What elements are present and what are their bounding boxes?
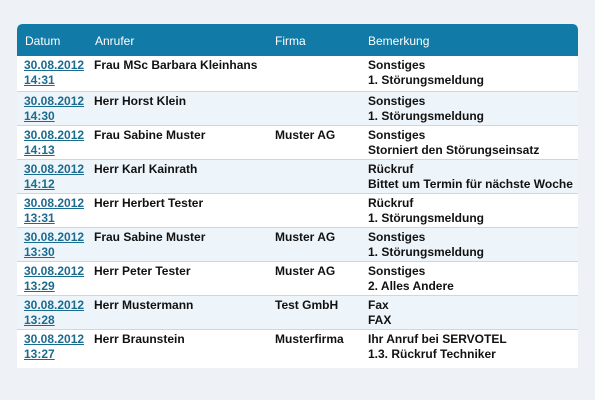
note-category: Ihr Anruf bei SERVOTEL xyxy=(368,332,507,346)
firm-cell: Muster AG xyxy=(275,230,336,244)
note-category: Fax xyxy=(368,298,389,312)
date-link[interactable]: 30.08.2012 xyxy=(24,196,85,210)
date-link[interactable]: 30.08.2012 xyxy=(24,58,85,72)
date-cell: 30.08.2012 14:13 xyxy=(24,128,84,158)
table-row: 30.08.2012 13:28 Herr Mustermann Test GmbH F… xyxy=(17,295,578,329)
time-link[interactable]: 13:27 xyxy=(24,347,55,361)
date-cell: 30.08.2012 13:28 xyxy=(24,298,84,328)
note-cell: Rückruf 1. Störungsmeldung xyxy=(368,196,484,226)
caller-cell: Herr Karl Kainrath xyxy=(94,162,198,176)
caller-cell: Herr Braunstein xyxy=(94,332,185,346)
note-category: Sonstiges xyxy=(368,128,426,142)
note-cell: Sonstiges Storniert den Störungseinsatz xyxy=(368,128,539,158)
note-detail: 2. Alles Andere xyxy=(368,279,454,293)
note-cell: Sonstiges 1. Störungsmeldung xyxy=(368,230,484,260)
note-cell: Sonstiges 1. Störungsmeldung xyxy=(368,94,484,124)
note-cell: Sonstiges 1. Störungsmeldung xyxy=(368,58,484,88)
time-link[interactable]: 13:29 xyxy=(24,279,55,293)
call-log-table: Datum Anrufer Firma Bemerkung 30.08.2012… xyxy=(17,24,578,368)
table-row: 30.08.2012 14:30 Herr Horst Klein Sonstiges… xyxy=(17,91,578,125)
date-cell: 30.08.2012 13:30 xyxy=(24,230,84,260)
date-cell: 30.08.2012 14:12 xyxy=(24,162,84,192)
date-link[interactable]: 30.08.2012 xyxy=(24,332,85,346)
table-row: 30.08.2012 13:27 Herr Braunstein Musterfirm… xyxy=(17,329,578,363)
date-cell: 30.08.2012 13:27 xyxy=(24,332,84,362)
date-link[interactable]: 30.08.2012 xyxy=(24,230,85,244)
note-detail: FAX xyxy=(368,313,392,327)
time-link[interactable]: 14:30 xyxy=(24,109,55,123)
caller-cell: Herr Peter Tester xyxy=(94,264,191,278)
date-cell: 30.08.2012 13:29 xyxy=(24,264,84,294)
note-detail: 1. Störungsmeldung xyxy=(368,211,485,225)
time-link[interactable]: 13:31 xyxy=(24,211,55,225)
table-row: 30.08.2012 13:31 Herr Herbert Tester Rückru… xyxy=(17,193,578,227)
header-firma: Firma xyxy=(275,34,306,48)
date-link[interactable]: 30.08.2012 xyxy=(24,264,85,278)
note-detail: Bittet um Termin für nächste Woche xyxy=(368,177,573,191)
date-link[interactable]: 30.08.2012 xyxy=(24,128,85,142)
firm-cell: Muster AG xyxy=(275,264,336,278)
date-link[interactable]: 30.08.2012 xyxy=(24,162,85,176)
note-detail: Storniert den Störungseinsatz xyxy=(368,143,540,157)
note-category: Sonstiges xyxy=(368,58,426,72)
header-anrufer: Anrufer xyxy=(95,34,135,48)
table-body: 30.08.2012 14:31 Frau MSc Barbara Kleinhan… xyxy=(17,56,578,363)
caller-cell: Herr Herbert Tester xyxy=(94,196,204,210)
note-cell: Rückruf Bittet um Termin für nächste Woch… xyxy=(368,162,573,192)
note-detail: 1.3. Rückruf Techniker xyxy=(368,347,496,361)
header-datum: Datum xyxy=(25,34,61,48)
time-link[interactable]: 14:13 xyxy=(24,143,55,157)
table-row: 30.08.2012 14:13 Frau Sabine Muster Muster … xyxy=(17,125,578,159)
caller-cell: Frau MSc Barbara Kleinhans xyxy=(94,58,258,72)
note-cell: Fax FAX xyxy=(368,298,391,328)
firm-cell: Muster AG xyxy=(275,128,336,142)
caller-cell: Herr Mustermann xyxy=(94,298,194,312)
date-link[interactable]: 30.08.2012 xyxy=(24,94,85,108)
time-link[interactable]: 14:12 xyxy=(24,177,55,191)
note-category: Sonstiges xyxy=(368,264,426,278)
note-category: Sonstiges xyxy=(368,94,426,108)
date-cell: 30.08.2012 14:31 xyxy=(24,58,84,88)
note-cell: Ihr Anruf bei SERVOTEL 1.3. Rückruf Techn… xyxy=(368,332,507,362)
table-row: 30.08.2012 14:31 Frau MSc Barbara Kleinhan… xyxy=(17,56,578,91)
date-cell: 30.08.2012 13:31 xyxy=(24,196,84,226)
time-link[interactable]: 14:31 xyxy=(24,73,55,87)
note-category: Rückruf xyxy=(368,162,414,176)
table-row: 30.08.2012 14:12 Herr Karl Kainrath Rückruf… xyxy=(17,159,578,193)
note-cell: Sonstiges 2. Alles Andere xyxy=(368,264,454,294)
table-row: 30.08.2012 13:30 Frau Sabine Muster Muster … xyxy=(17,227,578,261)
note-detail: 1. Störungsmeldung xyxy=(368,109,485,123)
firm-cell: Musterfirma xyxy=(275,332,344,346)
note-category: Sonstiges xyxy=(368,230,426,244)
caller-cell: Frau Sabine Muster xyxy=(94,230,206,244)
note-detail: 1. Störungsmeldung xyxy=(368,245,485,259)
caller-cell: Frau Sabine Muster xyxy=(94,128,206,142)
header-bemerkung: Bemerkung xyxy=(368,34,430,48)
note-detail: 1. Störungsmeldung xyxy=(368,73,485,87)
table-header: Datum Anrufer Firma Bemerkung xyxy=(17,24,578,56)
time-link[interactable]: 13:28 xyxy=(24,313,55,327)
note-category: Rückruf xyxy=(368,196,414,210)
caller-cell: Herr Horst Klein xyxy=(94,94,187,108)
firm-cell: Test GmbH xyxy=(275,298,339,312)
date-cell: 30.08.2012 14:30 xyxy=(24,94,84,124)
table-row: 30.08.2012 13:29 Herr Peter Tester Muster A… xyxy=(17,261,578,295)
date-link[interactable]: 30.08.2012 xyxy=(24,298,85,312)
time-link[interactable]: 13:30 xyxy=(24,245,55,259)
